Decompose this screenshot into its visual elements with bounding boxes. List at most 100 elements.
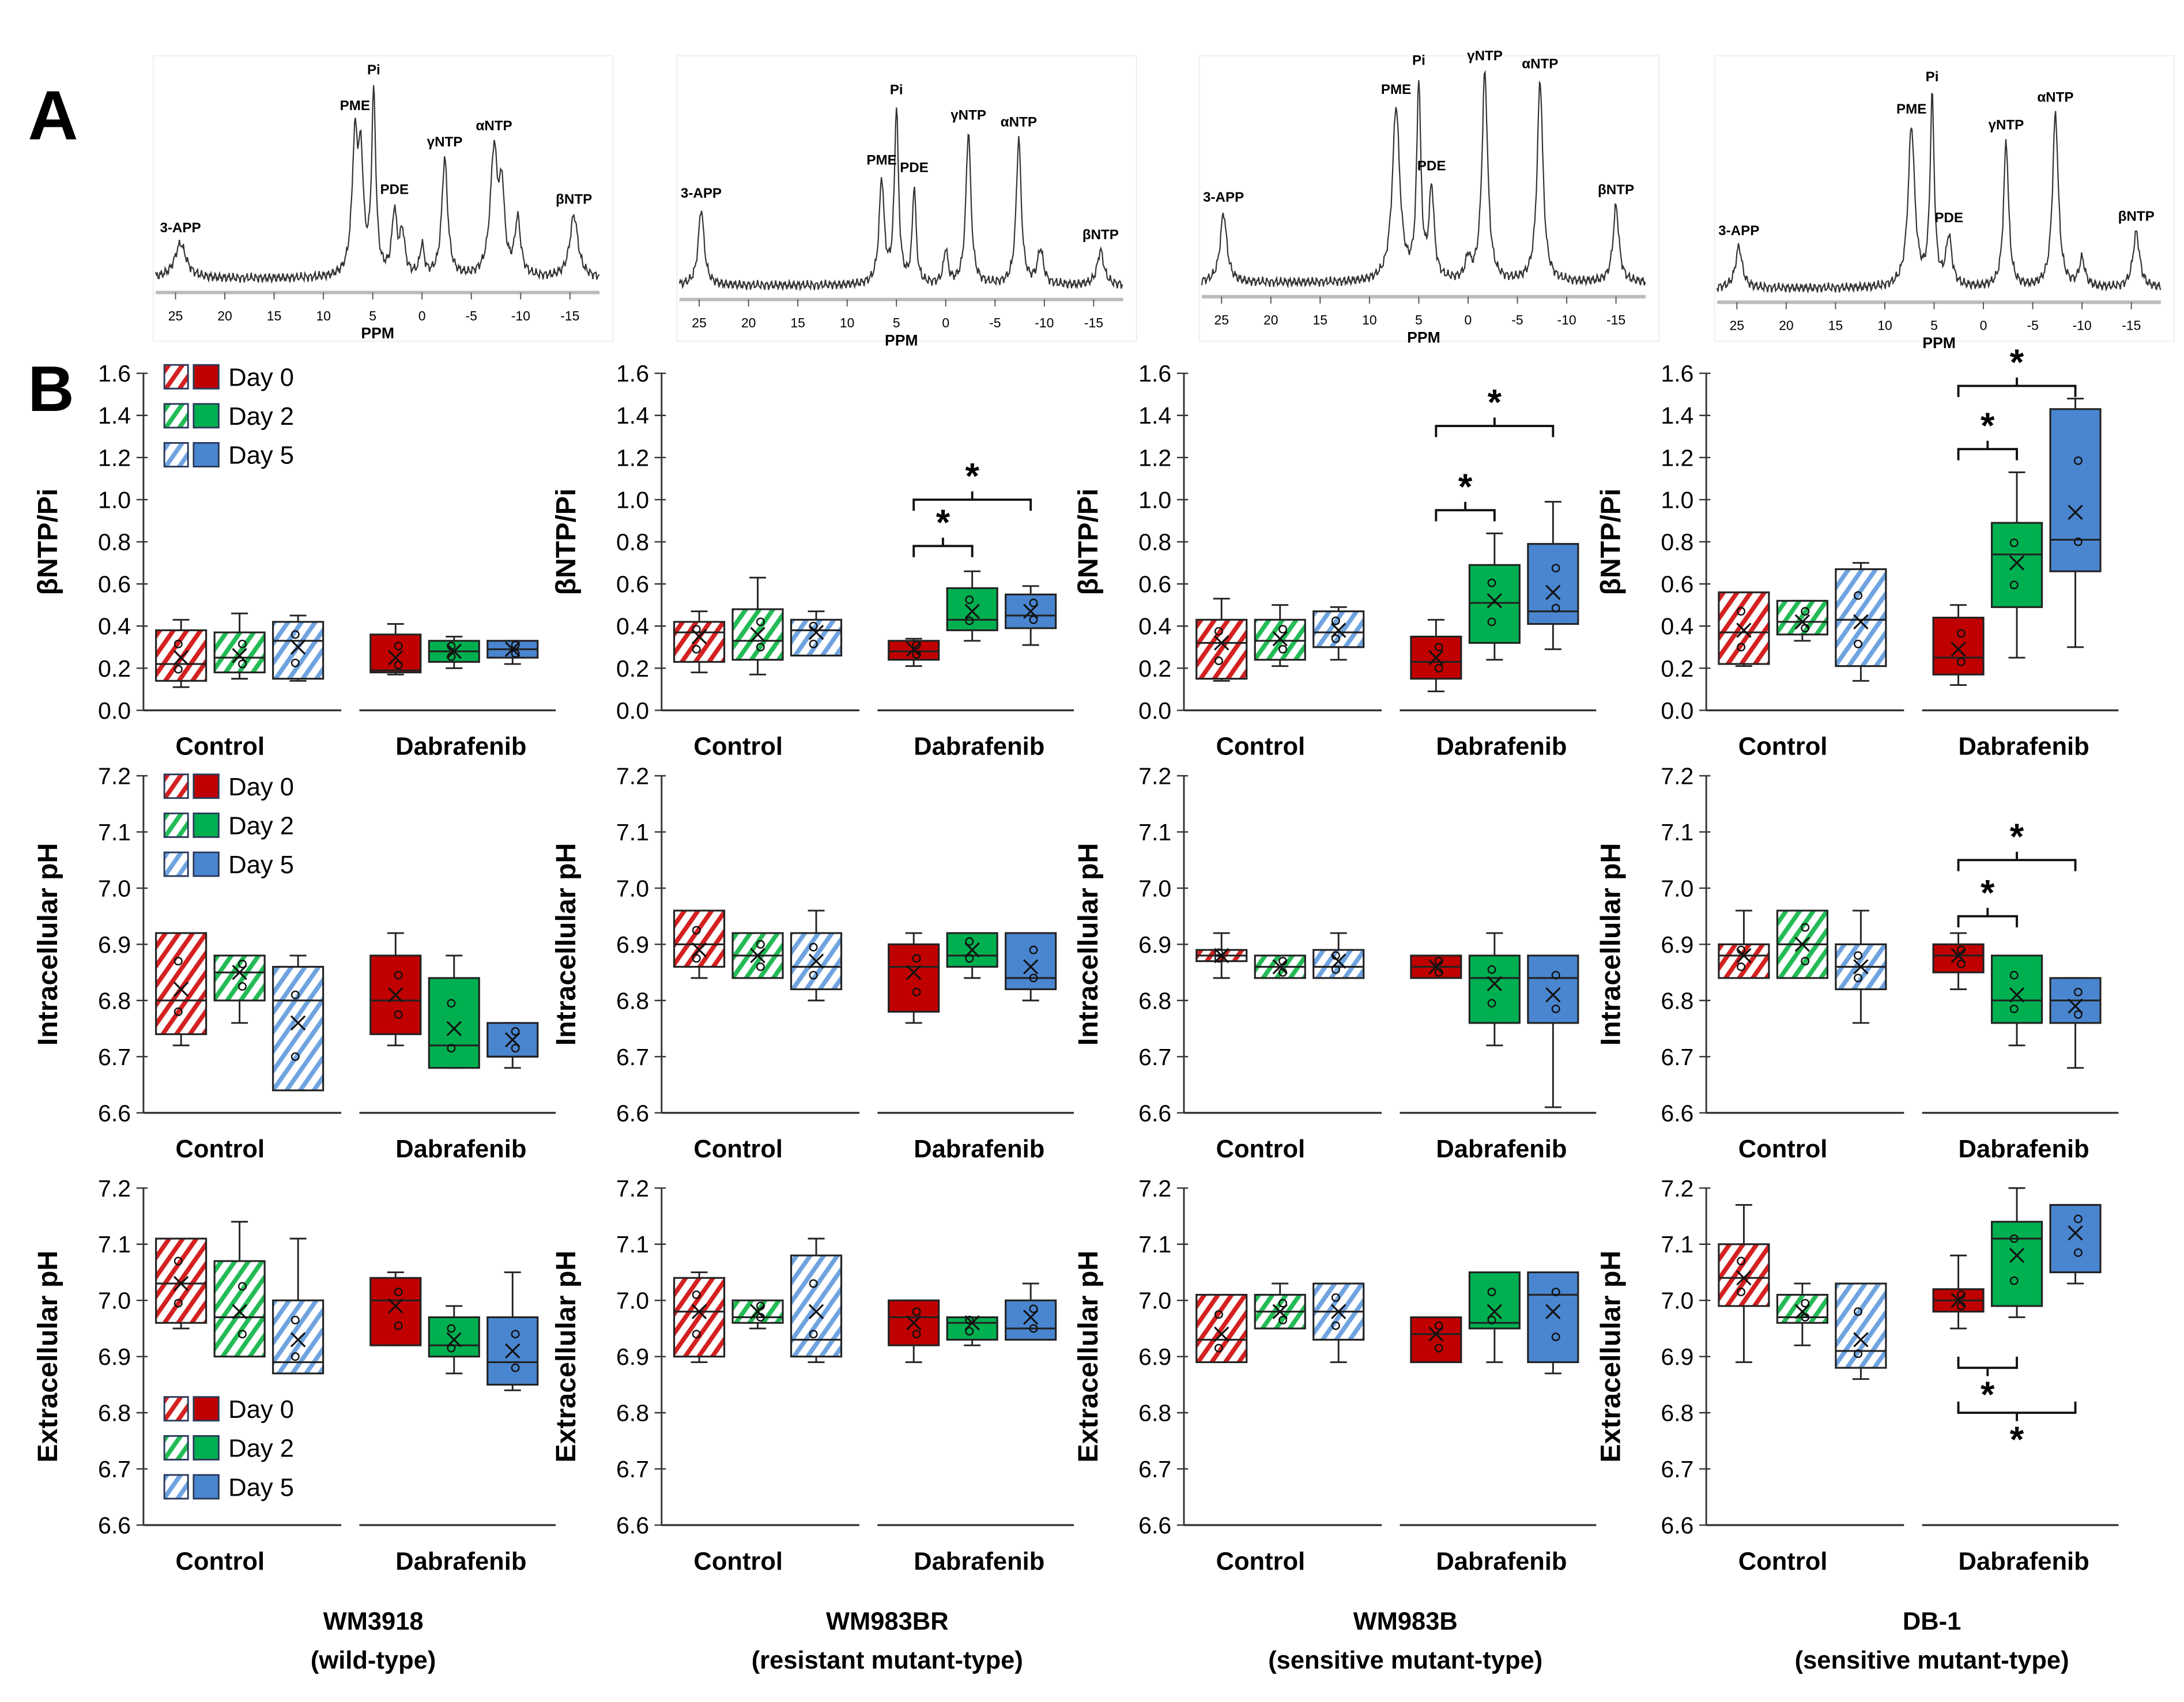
- data-point: [965, 595, 974, 605]
- mean-marker: [1545, 584, 1561, 600]
- ppm-tick-label: 5: [1415, 312, 1423, 327]
- peak-label-βNTP: βNTP: [1082, 227, 1119, 243]
- box-control-day0: [155, 932, 208, 1047]
- box-iqr: [1835, 1282, 1887, 1369]
- box-dabrafenib-day0: [1410, 954, 1462, 979]
- mean-marker: [2068, 504, 2083, 520]
- data-point: [756, 617, 765, 627]
- data-point: [173, 639, 183, 648]
- spectrum-frame: [152, 55, 614, 342]
- ppm-tick-label: 25: [1214, 312, 1229, 327]
- data-point: [447, 999, 456, 1008]
- y-tick-label: 6.7: [1138, 1456, 1171, 1482]
- spectra-panel-a: 25 20 15 10 5 0 -5 -10 -15PPM3-APPPMEPiPDEγNTPαN…: [152, 48, 2175, 352]
- group-label-dabrafenib: Dabrafenib: [1436, 733, 1567, 761]
- y-tick-label: 1.2: [1138, 444, 1171, 471]
- data-point: [2009, 538, 2019, 548]
- box-iqr: [1527, 1271, 1579, 1363]
- y-tick-label: 1.4: [1138, 402, 1171, 429]
- significance-bracket: [1957, 1401, 2077, 1421]
- ppm-axis-label: PPM: [1922, 334, 1956, 352]
- box-dabrafenib-day5: [1527, 501, 1579, 650]
- group-label-control: Control: [1216, 1135, 1306, 1163]
- spectrum-trace: [1716, 92, 2162, 295]
- group-label-control: Control: [693, 1548, 783, 1575]
- group-label-control: Control: [1738, 1135, 1828, 1163]
- cell-line-type: (wild-type): [311, 1647, 436, 1674]
- box-iqr: [1468, 564, 1521, 644]
- peak-label-Pi: Pi: [1926, 69, 1939, 85]
- box-dabrafenib-day5: [2049, 398, 2102, 648]
- mean-marker: [2068, 1225, 2083, 1241]
- ppm-tick-label: 25: [692, 315, 707, 330]
- mean-marker: [1487, 593, 1503, 609]
- data-point: [965, 1315, 974, 1324]
- group-label-dabrafenib: Dabrafenib: [914, 733, 1044, 761]
- peak-label-αNTP: αNTP: [1522, 56, 1558, 72]
- mean-marker: [750, 948, 765, 964]
- data-point: [1956, 629, 1966, 638]
- box-control-day2: [213, 612, 266, 680]
- data-point: [2073, 1248, 2083, 1257]
- significance-bracket: [1435, 417, 1555, 437]
- mean-marker: [173, 650, 189, 666]
- data-point: [1029, 973, 1038, 983]
- data-point: [809, 1330, 818, 1339]
- ppm-tick-label: -10: [2073, 318, 2092, 333]
- box-control-day0: [673, 1271, 726, 1363]
- box-control-day0: [1718, 910, 1770, 979]
- data-point: [756, 643, 765, 652]
- data-point: [173, 957, 183, 966]
- data-point: [1551, 1333, 1560, 1342]
- group-label-dabrafenib: Dabrafenib: [1436, 1548, 1567, 1575]
- box-iqr: [946, 587, 998, 632]
- box-dabrafenib-day0: [888, 1299, 940, 1363]
- y-tick-label: 7.1: [1661, 1231, 1693, 1258]
- y-tick-label: 0.8: [616, 529, 649, 556]
- box-control-day0: [1718, 1204, 1770, 1363]
- y-axis-label: Extracellular pH: [550, 1251, 582, 1463]
- box-control-day5: [272, 614, 325, 682]
- box-dabrafenib-day5: [1005, 1282, 1057, 1341]
- group-label-dabrafenib: Dabrafenib: [1436, 1135, 1567, 1163]
- data-point: [237, 639, 247, 648]
- data-point: [1737, 962, 1746, 971]
- y-tick-label: 0.4: [616, 613, 649, 640]
- data-point: [1278, 1315, 1288, 1324]
- peak-label-3-APP: 3-APP: [1718, 223, 1759, 239]
- box-dabrafenib-day0: [888, 932, 940, 1024]
- plot-r1-c2: βNTP/Pi 0.0 0.2 0.4 0.6 0.8 1.0 1.2 1.4 1.6 Contro…: [550, 360, 1074, 761]
- peak-label-βNTP: βNTP: [1598, 182, 1634, 198]
- legend-label: Day 5: [228, 1474, 294, 1501]
- significance-star: *: [1488, 383, 1502, 423]
- mean-marker: [173, 1275, 189, 1292]
- data-point: [1214, 1310, 1223, 1319]
- data-point: [237, 960, 247, 969]
- plot-r3-c2: Extracellular pH 6.6 6.7 6.8 6.9 7.0 7.1 7.2 Con…: [550, 1175, 1074, 1575]
- box-control-day5: [1312, 932, 1365, 979]
- box-dabrafenib-day2: [1468, 532, 1521, 661]
- ppm-tick-label: -5: [466, 308, 477, 323]
- y-tick-label: 6.8: [1661, 987, 1693, 1014]
- box-dabrafenib-day5: [1527, 954, 1579, 1108]
- mean-marker: [1853, 614, 1869, 630]
- box-dabrafenib-day2: [1468, 1271, 1521, 1363]
- data-point: [756, 939, 765, 949]
- box-iqr: [272, 1299, 325, 1375]
- data-point: [1487, 965, 1496, 974]
- y-axis-label: βNTP/Pi: [32, 488, 63, 595]
- y-tick-label: 6.6: [616, 1100, 649, 1126]
- ppm-axis-label: PPM: [885, 331, 918, 349]
- data-point: [237, 1330, 247, 1339]
- y-tick-label: 0.8: [1138, 529, 1171, 556]
- y-tick-label: 6.7: [1661, 1456, 1693, 1482]
- box-iqr: [428, 977, 480, 1069]
- box-control-day5: [1312, 1282, 1365, 1363]
- group-label-dabrafenib: Dabrafenib: [914, 1135, 1044, 1163]
- data-point: [394, 1321, 403, 1330]
- box-control-day2: [1254, 604, 1306, 667]
- data-point: [756, 1312, 765, 1322]
- data-point: [447, 1044, 456, 1053]
- ppm-tick-label: 15: [1313, 312, 1328, 327]
- box-control-day2: [731, 1299, 784, 1330]
